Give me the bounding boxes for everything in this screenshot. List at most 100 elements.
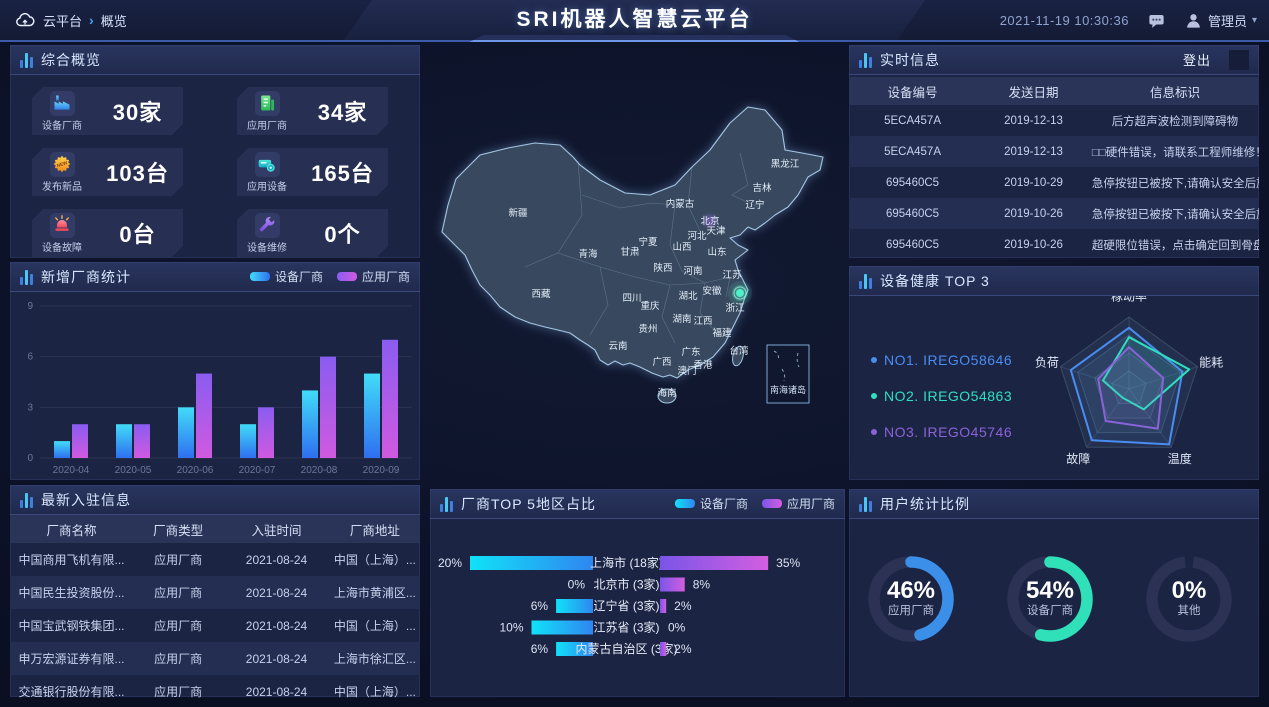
svg-text:54%: 54% [1026, 577, 1074, 604]
svg-text:6%: 6% [531, 599, 549, 613]
south-china-sea-inset: 南海诸岛 [766, 344, 810, 404]
province-label-湖南[interactable]: 湖南 [672, 313, 691, 325]
province-label-青海[interactable]: 青海 [578, 248, 598, 260]
panel-bars-icon [859, 52, 872, 68]
panel-bars-icon [859, 273, 872, 289]
province-label-江西[interactable]: 江西 [693, 316, 712, 327]
svg-text:应用厂商: 应用厂商 [888, 603, 934, 617]
province-label-重庆[interactable]: 重庆 [640, 300, 660, 312]
province-label-海南[interactable]: 海南 [657, 387, 676, 399]
svg-text:6%: 6% [531, 642, 549, 656]
province-borders [524, 152, 761, 344]
svg-text:0: 0 [27, 453, 33, 464]
user-menu[interactable]: 管理员 ▾ [1184, 11, 1257, 30]
stat-value: 165台 [311, 161, 374, 186]
header-band-right [897, 0, 1269, 40]
panel-region-top5: 厂商TOP 5地区占比 设备厂商 应用厂商 20% 上海市 (18家) 35% 0% 北京… [430, 489, 845, 697]
stat-label: 设备故障 [42, 242, 82, 254]
province-label-河南[interactable]: 河南 [683, 265, 702, 277]
user-icon [1184, 11, 1203, 30]
health-legend-item[interactable]: NO3. IREGO45746 [871, 424, 1012, 440]
column-header: 厂商地址 [329, 515, 420, 543]
donut-设备厂商: 54% 设备厂商 [1002, 551, 1098, 647]
province-label-浙江[interactable]: 浙江 [725, 302, 745, 314]
province-label-新疆[interactable]: 新疆 [508, 207, 528, 219]
logout-button[interactable]: 登出 [1182, 53, 1211, 68]
province-label-天津[interactable]: 天津 [706, 226, 726, 237]
province-label-河北[interactable]: 河北 [687, 230, 707, 242]
table-row: 5ECA457A 2019-12-13 □□硬件错误，请联系工程师维修！ [849, 136, 1259, 167]
breadcrumb-root[interactable]: 云平台 [43, 13, 83, 29]
stat-card-new-product: NEW 发布新品 103台 [32, 148, 183, 196]
svg-text:故障: 故障 [1066, 451, 1090, 466]
svg-text:2020-04: 2020-04 [53, 465, 90, 476]
svg-text:温度: 温度 [1168, 451, 1192, 466]
province-label-香港[interactable]: 香港 [693, 359, 713, 371]
province-label-西藏[interactable]: 西藏 [531, 288, 551, 300]
legend-item[interactable]: 设备厂商 [674, 495, 748, 512]
province-label-广东[interactable]: 广东 [681, 346, 700, 358]
china-map[interactable]: 新疆西藏 青海 甘肃 宁夏 内蒙古 黑龙江吉林辽宁北京 天津 河北 山西 山东陕西 河南 江苏 安徽 湖北… [430, 45, 845, 485]
donut-其他: 0% 其他 [1141, 551, 1237, 647]
province-label-云南[interactable]: 云南 [608, 340, 627, 352]
health-legend-item[interactable]: NO1. IREGO58646 [871, 352, 1012, 368]
svg-text:2020-07: 2020-07 [239, 465, 276, 476]
svg-text:46%: 46% [887, 577, 935, 604]
province-label-贵州[interactable]: 贵州 [638, 323, 657, 335]
vendor-stats-legend: 设备厂商 应用厂商 [249, 268, 410, 285]
table-header-row: 设备编号 发送日期 信息标识 [849, 77, 1259, 105]
legend-item[interactable]: 应用厂商 [336, 268, 410, 285]
province-label-四川[interactable]: 四川 [622, 293, 641, 304]
table-row: 申万宏源证券有限... 应用厂商 2021-08-24 上海市徐汇区... [10, 642, 420, 675]
stat-card-app-vendor: 应用厂商 34家 [237, 87, 388, 135]
svg-text:内蒙古自治区 (3家): 内蒙古自治区 (3家) [575, 641, 677, 656]
svg-text:设备厂商: 设备厂商 [1027, 603, 1073, 617]
health-legend-item[interactable]: NO2. IREGO54863 [871, 388, 1012, 404]
province-label-湖北[interactable]: 湖北 [678, 291, 698, 302]
province-label-山西[interactable]: 山西 [672, 242, 691, 253]
column-header: 信息标识 [1090, 77, 1259, 105]
message-icon[interactable] [1147, 11, 1166, 30]
legend-item[interactable]: 设备厂商 [249, 268, 323, 285]
province-label-江苏[interactable]: 江苏 [722, 269, 742, 281]
province-label-北京[interactable]: 北京 [700, 215, 719, 227]
region-top5-chart: 20% 上海市 (18家) 35% 0% 北京市 (3家) 8% 6% 辽宁省 (3家) 2% 1… [438, 555, 800, 656]
province-label-陕西[interactable]: 陕西 [653, 262, 672, 274]
legend-item[interactable]: 应用厂商 [761, 495, 835, 512]
latest-entries-table: 厂商名称 厂商类型 入驻时间 厂商地址 中国商用飞机有限... 应用厂商 2021-08-… [10, 515, 420, 707]
province-label-澳门[interactable]: 澳门 [677, 365, 696, 377]
stat-label: 应用厂商 [247, 120, 287, 132]
province-label-广西[interactable]: 广西 [652, 356, 671, 368]
title-trapezoid [470, 35, 800, 42]
province-label-宁夏[interactable]: 宁夏 [638, 236, 658, 248]
province-label-甘肃[interactable]: 甘肃 [620, 246, 639, 258]
breadcrumb: 云平台 › 概览 [14, 0, 127, 40]
breadcrumb-current[interactable]: 概览 [100, 13, 127, 29]
svg-text:3: 3 [27, 402, 33, 413]
province-label-辽宁[interactable]: 辽宁 [745, 199, 764, 211]
vendor-stats-chart: 0 3 6 9 2020-04 2020-05 2020-06 2020-07 2020-08 2… [27, 301, 412, 476]
svg-text:0%: 0% [1172, 577, 1207, 604]
legend-swatch [336, 272, 357, 281]
datetime: 2021-11-19 10:30:36 [999, 12, 1129, 28]
province-label-福建[interactable]: 福建 [712, 327, 732, 339]
province-label-黑龙江[interactable]: 黑龙江 [771, 158, 800, 170]
table-header-row: 厂商名称 厂商类型 入驻时间 厂商地址 [10, 515, 420, 543]
header-right: 2021-11-19 10:30:36 管理员 ▾ [1000, 0, 1257, 40]
shanghai-highlight-point[interactable] [728, 281, 752, 305]
column-header: 设备编号 [849, 77, 977, 105]
device-health-legend: NO1. IREGO58646 NO2. IREGO54863 NO3. IREGO… [871, 352, 1012, 440]
donut-应用厂商: 46% 应用厂商 [863, 551, 959, 647]
province-label-台湾[interactable]: 台湾 [729, 345, 749, 357]
province-label-安徽[interactable]: 安徽 [702, 285, 722, 297]
svg-text:上海市 (18家): 上海市 (18家) [590, 555, 663, 570]
province-label-吉林[interactable]: 吉林 [752, 182, 772, 194]
header-notch [1229, 49, 1249, 70]
province-label-山东[interactable]: 山东 [707, 246, 726, 258]
svg-text:2020-06: 2020-06 [177, 465, 214, 476]
province-label-内蒙古[interactable]: 内蒙古 [666, 198, 695, 210]
panel-vendor-stats-title: 新增厂商统计 [41, 268, 131, 285]
svg-text:10%: 10% [499, 621, 523, 635]
